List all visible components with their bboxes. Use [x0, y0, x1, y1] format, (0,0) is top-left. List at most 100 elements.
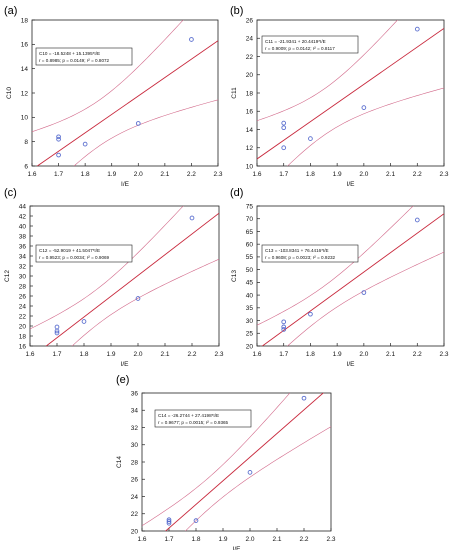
x-tick-label: 1.9 — [218, 536, 227, 543]
x-tick-label: 1.7 — [279, 171, 288, 178]
data-point — [54, 330, 60, 336]
y-tick-label: 45 — [246, 280, 254, 287]
x-tick-label: 1.8 — [306, 351, 315, 358]
x-axis-label: I/E — [121, 181, 130, 188]
plot-frame — [29, 205, 220, 347]
confidence-band-upper — [30, 206, 184, 330]
x-tick-label: 1.6 — [27, 171, 36, 178]
y-tick-label: 24 — [131, 494, 139, 501]
y-tick-label: 65 — [246, 229, 254, 236]
x-tick-label: 2.1 — [272, 536, 281, 543]
y-tick-label: 24 — [19, 303, 27, 310]
y-tick-label: 6 — [24, 163, 28, 170]
y-tick-label: 35 — [246, 305, 254, 312]
data-point — [361, 105, 367, 110]
data-point — [281, 319, 287, 325]
y-axis-label: C10 — [6, 87, 13, 99]
confidence-band-lower — [185, 426, 331, 531]
x-axis-label: I/E — [347, 181, 356, 188]
equation-text: r = 0.8985; p = 0.0149; r² = 0.8072 — [39, 58, 110, 63]
equation-box — [261, 35, 359, 54]
x-tick-label: 1.7 — [279, 351, 288, 358]
regression-line — [261, 213, 444, 346]
y-tick-label: 36 — [131, 390, 139, 397]
x-tick-label: 2.3 — [213, 171, 222, 178]
y-tick-label: 32 — [19, 263, 27, 270]
x-tick-label: 2.0 — [359, 351, 368, 358]
confidence-band-upper — [257, 20, 398, 121]
x-tick-label: 2.2 — [187, 171, 196, 178]
equation-text: C12 = -52.9019 + 41.5047*I/E — [39, 248, 100, 253]
y-tick-label: 25 — [246, 331, 254, 338]
y-tick-label: 28 — [131, 459, 139, 466]
equation-text: r = 0.9523; p = 0.0034; r² = 0.9069 — [39, 255, 110, 260]
equation-text: C14 = -26.2744 + 27.4198*I/E — [158, 413, 219, 418]
panel-label: (b) — [230, 5, 243, 17]
y-tick-label: 10 — [21, 115, 29, 122]
y-tick-label: 38 — [19, 233, 27, 240]
y-tick-label: 20 — [246, 343, 254, 350]
y-axis-label: C12 — [4, 270, 11, 282]
x-tick-label: 2.2 — [413, 351, 422, 358]
y-tick-label: 42 — [19, 213, 27, 220]
equation-box — [154, 409, 252, 428]
panel-label: (e) — [116, 374, 129, 386]
y-tick-label: 60 — [246, 241, 254, 248]
y-tick-label: 44 — [19, 203, 27, 210]
plot-frame — [256, 205, 445, 347]
confidence-band-lower — [73, 99, 218, 166]
data-point — [166, 517, 172, 523]
y-tick-label: 30 — [19, 273, 27, 280]
data-point — [135, 296, 141, 301]
y-tick-label: 40 — [19, 223, 27, 230]
x-tick-label: 1.9 — [333, 171, 342, 178]
panel-label: (c) — [4, 187, 17, 199]
confidence-band-lower — [71, 258, 219, 346]
x-tick-label: 2.0 — [133, 351, 142, 358]
data-point — [301, 395, 307, 401]
panel-label: (a) — [4, 5, 17, 17]
confidence-band-lower — [287, 251, 444, 346]
y-tick-label: 16 — [21, 42, 29, 49]
x-axis-label: I/E — [347, 361, 356, 368]
data-point — [414, 26, 420, 32]
y-tick-label: 30 — [131, 442, 139, 449]
y-tick-label: 24 — [246, 36, 254, 43]
regression-line — [36, 40, 218, 166]
x-tick-label: 1.7 — [164, 536, 173, 543]
x-tick-label: 1.6 — [252, 351, 261, 358]
data-point — [361, 290, 367, 295]
y-tick-label: 22 — [19, 313, 27, 320]
y-tick-label: 26 — [19, 293, 27, 300]
x-tick-label: 2.0 — [134, 171, 143, 178]
confidence-band-upper — [257, 206, 414, 326]
y-tick-label: 20 — [246, 72, 254, 79]
confidence-band-upper — [142, 393, 291, 527]
y-tick-label: 18 — [246, 90, 254, 97]
y-tick-label: 34 — [131, 408, 139, 415]
x-tick-label: 1.9 — [107, 171, 116, 178]
y-axis-label: C14 — [116, 456, 123, 468]
data-point — [308, 136, 313, 141]
y-tick-label: 14 — [21, 66, 29, 73]
y-tick-label: 70 — [246, 216, 254, 223]
data-point — [56, 134, 61, 140]
y-tick-label: 18 — [21, 17, 29, 24]
data-point — [56, 152, 61, 158]
y-tick-label: 20 — [131, 528, 139, 535]
equation-text: r = 0.9677; p = 0.0015; r² = 0.9365 — [158, 420, 229, 425]
data-point — [189, 215, 195, 221]
y-tick-label: 12 — [246, 145, 254, 152]
data-point — [189, 37, 194, 42]
x-axis-label: I/E — [121, 361, 130, 368]
x-tick-label: 2.3 — [439, 351, 448, 358]
data-point — [281, 324, 287, 330]
y-tick-label: 36 — [19, 243, 27, 250]
x-tick-label: 1.6 — [25, 351, 34, 358]
equation-text: C13 = -103.8341 + 76.4416*I/E — [265, 248, 329, 253]
x-axis-label: I/E — [233, 546, 242, 550]
equation-text: C11 = -21.9341 + 20.4419*I/E — [265, 39, 326, 44]
x-tick-label: 2.3 — [439, 171, 448, 178]
x-tick-label: 1.7 — [52, 351, 61, 358]
y-tick-label: 28 — [19, 283, 27, 290]
